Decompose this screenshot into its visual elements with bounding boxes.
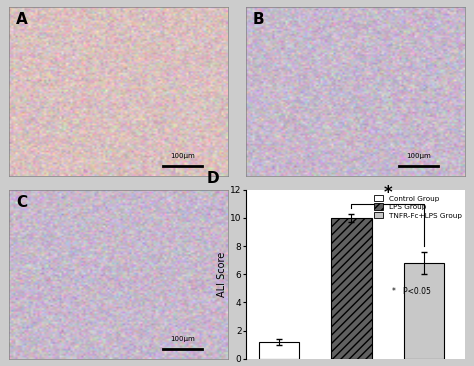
Text: C: C xyxy=(16,195,27,210)
Bar xyxy=(258,342,299,359)
Text: D: D xyxy=(206,171,219,186)
Text: *   P<0.05: * P<0.05 xyxy=(392,287,430,296)
Text: B: B xyxy=(252,12,264,27)
Text: *: * xyxy=(383,184,392,202)
Text: 100μm: 100μm xyxy=(406,153,431,159)
Legend: Control Group, LPS Group, TNFR-Fc+LPS Group: Control Group, LPS Group, TNFR-Fc+LPS Gr… xyxy=(373,193,463,220)
Bar xyxy=(404,263,445,359)
Text: 100μm: 100μm xyxy=(170,153,195,159)
Text: 100μm: 100μm xyxy=(170,336,195,342)
Y-axis label: ALI Score: ALI Score xyxy=(217,251,228,297)
Bar xyxy=(331,218,372,359)
Text: A: A xyxy=(16,12,28,27)
